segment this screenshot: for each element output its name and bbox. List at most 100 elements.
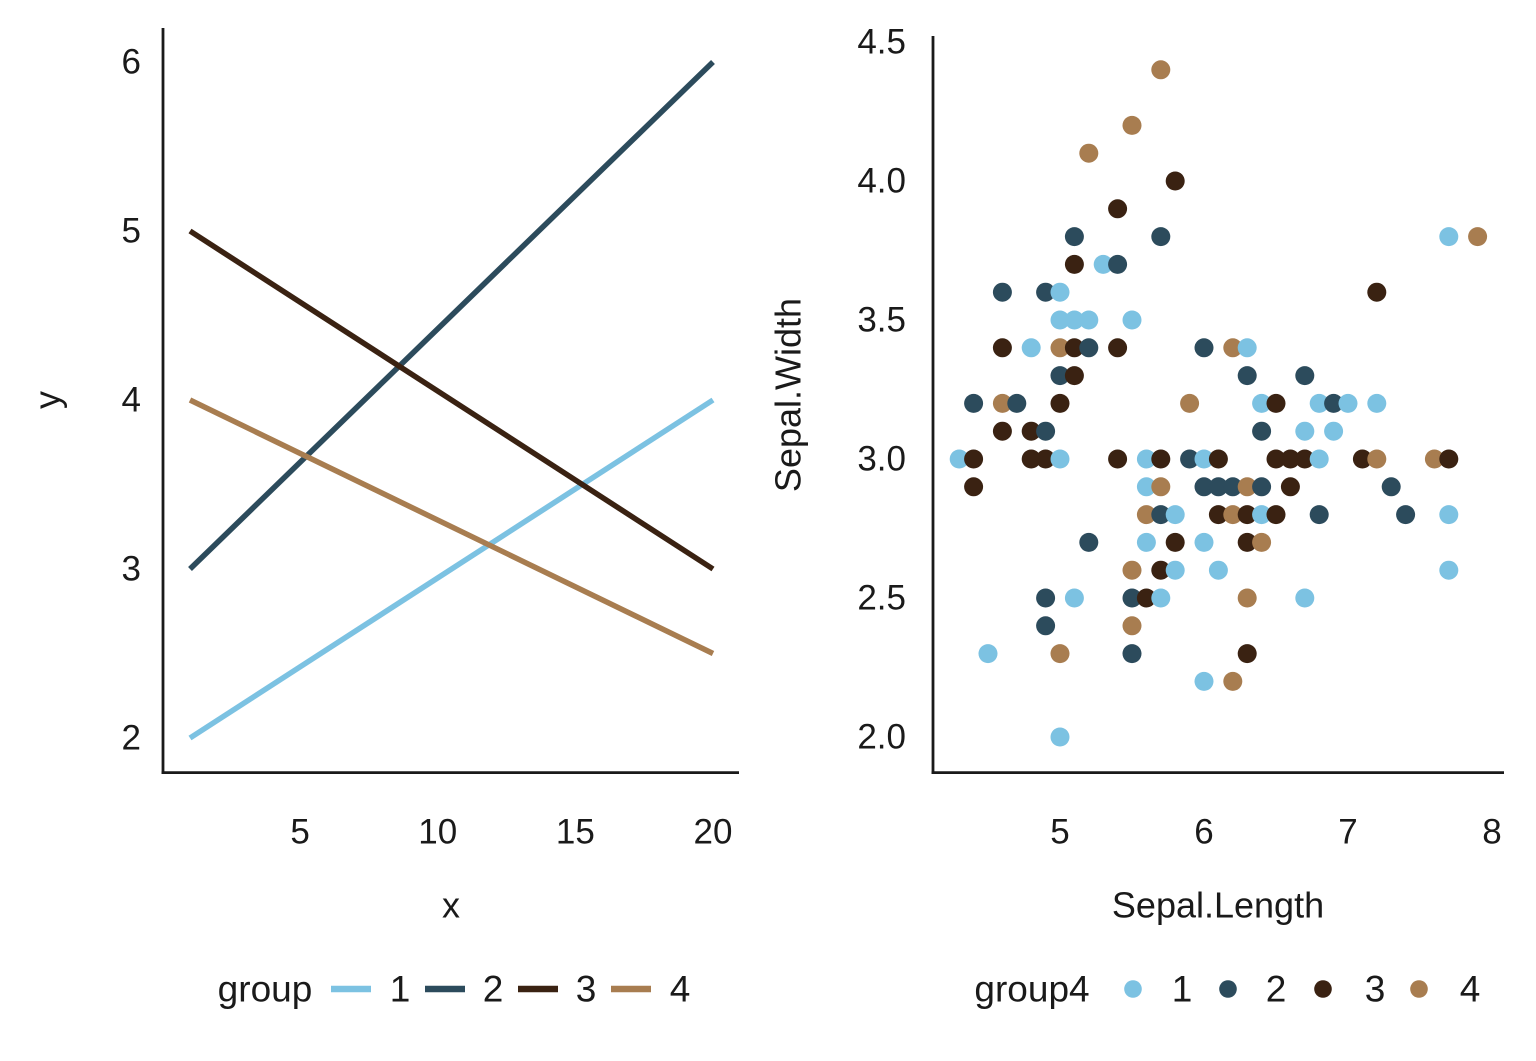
y-tick-label: 4 <box>122 381 141 420</box>
scatter-point <box>964 449 984 469</box>
scatter-point <box>1367 449 1387 469</box>
scatter-point <box>1208 505 1228 525</box>
legend-item-label: 2 <box>1266 969 1287 1010</box>
line-chart-y-axis-title: y <box>27 391 68 409</box>
scatter-point <box>1079 338 1099 358</box>
scatter-point <box>1122 588 1142 608</box>
scatter-point <box>1036 616 1056 636</box>
y-tick-label: 3 <box>122 550 141 589</box>
scatter-point <box>1309 449 1329 469</box>
x-tick-label: 8 <box>1482 813 1501 852</box>
legend-dot-swatch-2 <box>1219 980 1237 998</box>
scatter-point <box>1194 449 1214 469</box>
x-tick-label: 5 <box>1050 813 1069 852</box>
scatter-point <box>1122 644 1142 664</box>
scatter-point <box>1381 477 1401 497</box>
scatter-point <box>1252 421 1272 441</box>
scatter-point <box>1280 449 1300 469</box>
line-chart-legend-title: group <box>218 969 313 1010</box>
scatter-point <box>1079 532 1099 552</box>
scatter-point <box>1309 505 1329 525</box>
scatter-point <box>1064 338 1084 358</box>
scatter-point <box>1208 449 1228 469</box>
scatter-point <box>1122 560 1142 580</box>
scatter-point <box>949 449 969 469</box>
scatter-point <box>1295 421 1315 441</box>
scatter-chart-x-axis-title: Sepal.Length <box>1112 885 1324 926</box>
x-tick-label: 7 <box>1338 813 1357 852</box>
scatter-point <box>1064 254 1084 274</box>
scatter-chart-panel: 5 6 7 8 2.0 2.5 3.0 3.5 4.0 4.5 Sepal.Length Sepa… <box>768 23 1504 1010</box>
scatter-point <box>1151 60 1171 80</box>
scatter-point <box>1151 505 1171 525</box>
scatter-point <box>964 393 984 413</box>
scatter-point <box>1151 227 1171 247</box>
y-tick-label: 5 <box>122 212 141 251</box>
scatter-point <box>1223 338 1243 358</box>
legend-item-label: 1 <box>1172 969 1193 1010</box>
scatter-point <box>1237 588 1257 608</box>
scatter-point <box>1252 393 1272 413</box>
y-tick-label: 4.0 <box>857 162 906 201</box>
scatter-point <box>1064 310 1084 330</box>
x-tick-label: 20 <box>694 813 733 852</box>
scatter-point <box>1122 115 1142 135</box>
scatter-point <box>1136 505 1156 525</box>
scatter-point <box>1295 366 1315 386</box>
scatter-point <box>1122 616 1142 636</box>
scatter-point <box>1108 199 1128 219</box>
scatter-point <box>1050 449 1070 469</box>
scatter-point <box>1079 310 1099 330</box>
scatter-point <box>1266 393 1286 413</box>
scatter-point <box>1165 532 1185 552</box>
scatter-point <box>1194 338 1214 358</box>
y-tick-label: 2.0 <box>857 718 906 757</box>
scatter-point <box>1050 644 1070 664</box>
scatter-point <box>1136 477 1156 497</box>
scatter-point <box>1050 338 1070 358</box>
scatter-point <box>1280 477 1300 497</box>
scatter-point <box>1050 310 1070 330</box>
scatter-point <box>992 282 1012 302</box>
scatter-point <box>964 477 984 497</box>
scatter-point <box>1367 393 1387 413</box>
scatter-chart-tick-labels: 5 6 7 8 2.0 2.5 3.0 3.5 4.0 4.5 <box>857 23 1501 852</box>
legend-dot-swatch-1 <box>1124 980 1142 998</box>
line-chart-legend: group 1 2 3 4 <box>218 969 691 1010</box>
scatter-point <box>992 421 1012 441</box>
scatter-point <box>1194 671 1214 691</box>
scatter-point <box>1439 227 1459 247</box>
scatter-point <box>1223 505 1243 525</box>
scatter-point <box>1036 282 1056 302</box>
y-tick-label: 4.5 <box>857 23 906 62</box>
series-line-group-2 <box>188 60 715 571</box>
scatter-point <box>1050 366 1070 386</box>
scatter-point <box>1151 449 1171 469</box>
y-tick-label: 6 <box>122 43 141 82</box>
scatter-point <box>1093 254 1113 274</box>
scatter-point <box>1021 449 1041 469</box>
scatter-point <box>1237 532 1257 552</box>
scatter-point <box>1237 338 1257 358</box>
x-tick-label: 6 <box>1194 813 1213 852</box>
scatter-point <box>1079 143 1099 163</box>
scatter-point <box>1324 393 1344 413</box>
scatter-point <box>1050 393 1070 413</box>
series-line-group-1 <box>188 397 715 741</box>
scatter-point <box>1180 449 1200 469</box>
scatter-point <box>1064 366 1084 386</box>
scatter-point <box>1439 505 1459 525</box>
scatter-point <box>1108 449 1128 469</box>
scatter-chart-points <box>949 60 1488 747</box>
scatter-point <box>1252 532 1272 552</box>
line-chart-tick-labels: 5 10 15 20 2 3 4 5 6 <box>122 43 733 852</box>
scatter-point <box>1007 393 1027 413</box>
scatter-point <box>1021 421 1041 441</box>
scatter-point <box>1151 560 1171 580</box>
scatter-point <box>1122 310 1142 330</box>
scatter-point <box>1036 421 1056 441</box>
scatter-point <box>1064 227 1084 247</box>
scatter-point <box>1208 477 1228 497</box>
y-tick-label: 2 <box>122 719 141 758</box>
